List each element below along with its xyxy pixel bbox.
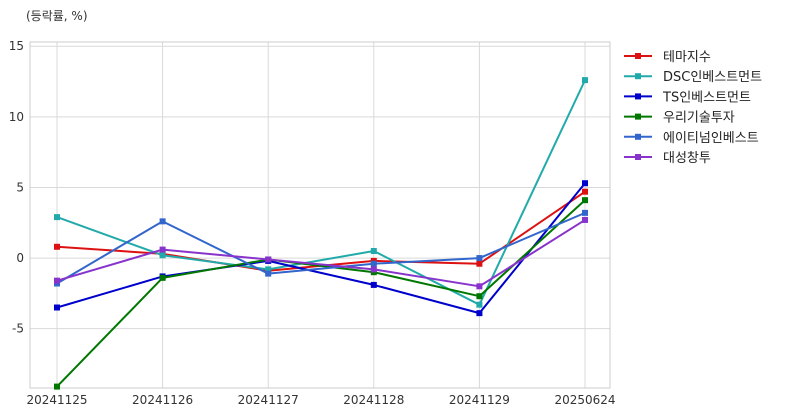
data-point xyxy=(265,256,272,263)
data-point xyxy=(582,180,588,187)
data-point xyxy=(54,214,60,221)
series-layer xyxy=(54,77,588,390)
legend-entry: 대성창투 xyxy=(624,151,711,166)
legend-label: 테마지수 xyxy=(663,50,711,65)
plot-frame xyxy=(29,41,611,389)
legend-label: DSC인베스트먼트 xyxy=(663,70,762,85)
x-tick-label: 20241128 xyxy=(343,393,404,407)
data-point xyxy=(370,260,377,267)
data-point xyxy=(582,216,588,223)
data-point xyxy=(54,304,60,311)
legend-entry: 우리기술투자 xyxy=(624,111,735,126)
series xyxy=(54,180,588,317)
data-point xyxy=(582,197,588,204)
data-point xyxy=(370,266,377,273)
x-tick-label: 20241126 xyxy=(132,393,193,407)
data-point xyxy=(476,301,483,308)
data-point xyxy=(476,293,483,300)
series-line xyxy=(56,211,586,285)
series xyxy=(54,216,588,290)
x-axis-ticks: 20241125 20241126 20241127 20241128 20241129… xyxy=(26,393,615,407)
y-tick-label: 10 xyxy=(9,110,24,124)
y-tick-label: 5 xyxy=(16,180,24,194)
series-line xyxy=(56,182,586,315)
legend-label: 에이티넘인베스트 xyxy=(663,131,759,146)
data-point xyxy=(54,383,60,390)
x-tick-label: 20241125 xyxy=(26,393,87,407)
y-tick-label: 15 xyxy=(9,39,24,53)
legend-marker xyxy=(635,73,641,80)
data-point xyxy=(159,246,166,253)
data-point xyxy=(159,274,166,281)
legend-entry: TS인베스트먼트 xyxy=(624,90,751,105)
data-point xyxy=(265,266,272,273)
legend-entry: DSC인베스트먼트 xyxy=(624,70,762,85)
data-point xyxy=(54,243,60,250)
legend-entry: 테마지수 xyxy=(624,50,711,65)
x-tick-label: 20250624 xyxy=(554,393,615,407)
series xyxy=(54,77,588,308)
legend-label: 우리기술투자 xyxy=(663,111,735,126)
data-point xyxy=(54,277,60,284)
data-point xyxy=(476,283,483,290)
legend-label: 대성창투 xyxy=(663,151,711,166)
data-point xyxy=(159,252,166,259)
series-line xyxy=(56,219,586,288)
data-point xyxy=(265,270,272,277)
legend-marker xyxy=(635,93,641,100)
x-tick-label: 20241127 xyxy=(238,393,299,407)
data-point xyxy=(582,188,588,195)
data-point xyxy=(370,281,377,288)
y-tick-label: -5 xyxy=(12,322,24,336)
legend-marker xyxy=(635,53,641,59)
data-point xyxy=(476,310,483,317)
data-point xyxy=(582,209,588,216)
data-point xyxy=(476,260,483,267)
legend-entry: 에이티넘인베스트 xyxy=(624,131,759,146)
grid xyxy=(30,42,610,388)
series-line xyxy=(56,199,586,388)
legend-marker xyxy=(635,113,641,120)
series-line xyxy=(56,79,586,306)
series xyxy=(54,209,588,287)
unit-label: (등락률, %) xyxy=(26,9,88,23)
data-point xyxy=(582,77,588,84)
y-tick-label: 0 xyxy=(16,251,24,265)
legend-marker xyxy=(635,133,641,140)
x-tick-label: 20241129 xyxy=(449,393,510,407)
data-point xyxy=(159,218,166,225)
legend-label: TS인베스트먼트 xyxy=(662,90,751,105)
data-point xyxy=(370,248,377,255)
y-axis-ticks: 15 10 5 0 -5 xyxy=(9,39,24,335)
legend-marker xyxy=(635,154,641,160)
series-line xyxy=(56,190,586,272)
series xyxy=(54,197,588,390)
data-point xyxy=(476,255,483,262)
